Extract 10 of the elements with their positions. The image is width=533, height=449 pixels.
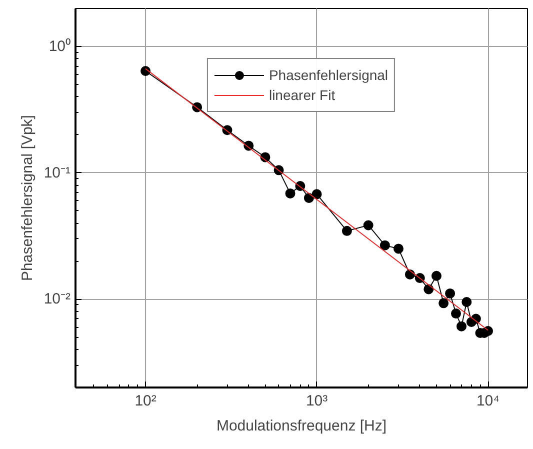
y-tick-label: 10⁻²	[44, 290, 71, 308]
legend-label: linearer Fit	[268, 87, 336, 103]
y-tick-label: 10⁰	[48, 38, 71, 56]
x-tick-label: 10³	[306, 392, 328, 410]
x-axis-title: Modulationsfrequenz [Hz]	[216, 418, 387, 434]
y-tick-label: 10⁻¹	[44, 164, 71, 182]
y-axis-title: Phasenfehlersignal [Vpk]	[18, 115, 36, 281]
x-tick-label: 10²	[134, 392, 156, 410]
legend-label: Phasenfehlersignal	[268, 67, 388, 83]
x-tick-label: 10⁴	[476, 392, 500, 410]
